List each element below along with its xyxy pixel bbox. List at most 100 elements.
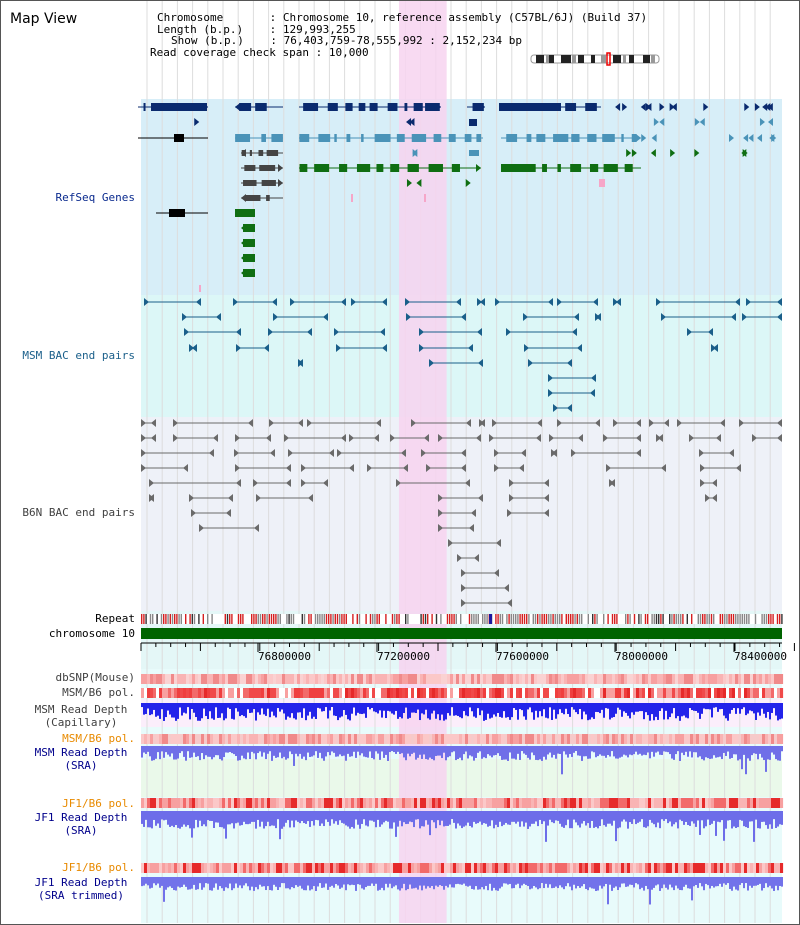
track-label-jf1-depth-sra[interactable]: JF1 Read Depth (SRA) xyxy=(21,811,141,837)
polymorphism-cell xyxy=(561,798,565,808)
read-depth-bar xyxy=(389,703,391,712)
read-depth-bar xyxy=(253,746,255,754)
repeat-element xyxy=(691,614,693,624)
read-depth-bar xyxy=(399,811,401,821)
read-depth-bar xyxy=(289,703,291,718)
read-depth-bar xyxy=(311,746,313,757)
polymorphism-cell xyxy=(297,863,301,873)
msm-bac-end xyxy=(323,313,328,321)
read-depth-bar xyxy=(659,877,661,891)
repeat-element xyxy=(523,614,526,624)
polymorphism-cell xyxy=(444,798,448,808)
read-depth-bar xyxy=(195,811,197,820)
msm-bac-end xyxy=(687,328,692,336)
polymorphism-cell xyxy=(540,734,544,744)
repeat-element xyxy=(651,614,653,624)
read-depth-bar xyxy=(317,877,319,887)
track-label-chromosome[interactable]: chromosome 10 xyxy=(48,627,135,640)
read-depth-bar xyxy=(713,811,715,821)
read-depth-bar xyxy=(767,877,769,888)
track-label-jf1-b6-pol-1[interactable]: JF1/B6 pol. xyxy=(62,797,135,810)
polymorphism-cell xyxy=(210,734,214,744)
polymorphism-cell xyxy=(147,798,151,808)
read-depth-bar xyxy=(309,746,311,757)
repeat-element xyxy=(141,614,143,624)
read-depth-bar xyxy=(689,703,691,709)
polymorphism-cell xyxy=(288,674,292,684)
polymorphism-cell xyxy=(267,674,271,684)
read-depth-bar xyxy=(705,703,707,710)
polymorphism-cell xyxy=(471,688,475,698)
read-depth-bar xyxy=(383,811,385,823)
read-depth-bar xyxy=(165,811,167,820)
read-depth-bar xyxy=(665,746,667,752)
polymorphism-cell xyxy=(498,674,502,684)
read-depth-bar xyxy=(187,877,189,890)
read-depth-bar xyxy=(373,703,375,712)
polymorphism-cell xyxy=(168,863,172,873)
polymorphism-cell xyxy=(537,734,541,744)
track-label-jf1-depth-trim[interactable]: JF1 Read Depth (SRA trimmed) xyxy=(21,876,141,902)
repeat-element xyxy=(719,614,721,624)
polymorphism-cell xyxy=(771,674,775,684)
polymorphism-cell xyxy=(435,798,439,808)
polymorphism-cell xyxy=(627,734,631,744)
b6n-bac-end xyxy=(323,479,328,487)
polymorphism-cell xyxy=(327,863,331,873)
read-depth-bar xyxy=(765,877,767,884)
msm-bac-end xyxy=(341,298,346,306)
track-label-msm-depth-cap[interactable]: MSM Read Depth (Capillary) xyxy=(21,703,141,729)
track-label-msm-bac[interactable]: MSM BAC end pairs xyxy=(22,349,135,362)
read-depth-bar xyxy=(591,811,593,821)
repeat-element xyxy=(627,614,629,624)
read-depth-bar xyxy=(173,811,175,828)
gene-exon xyxy=(314,164,330,172)
polymorphism-cell xyxy=(282,863,286,873)
read-depth-bar xyxy=(343,811,345,824)
read-depth-bar xyxy=(603,877,605,887)
read-depth-bar xyxy=(577,877,579,887)
polymorphism-cell xyxy=(747,674,751,684)
track-label-b6n-bac[interactable]: B6N BAC end pairs xyxy=(22,506,135,519)
polymorphism-cell xyxy=(300,798,304,808)
read-depth-bar xyxy=(395,811,397,837)
read-depth-bar xyxy=(463,746,465,755)
polymorphism-cell xyxy=(597,798,601,808)
read-depth-bar xyxy=(739,877,741,885)
track-label-msm-b6-pol-2[interactable]: MSM/B6 pol. xyxy=(62,732,135,745)
read-depth-bar xyxy=(169,703,171,715)
track-label-msm-depth-sra[interactable]: MSM Read Depth (SRA) xyxy=(21,746,141,772)
track-label-msm-b6-pol-1[interactable]: MSM/B6 pol. xyxy=(62,686,135,699)
read-depth-bar xyxy=(777,811,779,827)
polymorphism-cell xyxy=(501,863,505,873)
read-depth-bar xyxy=(329,877,331,887)
gene-exon xyxy=(339,164,348,172)
track-label-refseq[interactable]: RefSeq Genes xyxy=(55,191,135,204)
read-depth-bar xyxy=(579,811,581,828)
repeat-element xyxy=(431,614,433,624)
track-label-jf1-b6-pol-2[interactable]: JF1/B6 pol. xyxy=(62,861,135,874)
repeat-element xyxy=(310,614,312,624)
polymorphism-cell xyxy=(144,734,148,744)
read-depth-bar xyxy=(287,811,289,821)
gene-arrow xyxy=(728,134,734,142)
read-depth-bar xyxy=(557,703,559,715)
read-depth-bar xyxy=(293,877,295,889)
repeat-element xyxy=(396,614,398,624)
read-depth-bar xyxy=(493,746,495,756)
read-depth-bar xyxy=(743,746,745,755)
polymorphism-cell xyxy=(315,798,319,808)
read-depth-bar xyxy=(633,811,635,820)
track-label-dbsnp[interactable]: dbSNP(Mouse) xyxy=(55,671,135,684)
polymorphism-cell xyxy=(756,688,760,698)
polymorphism-cell xyxy=(420,798,424,808)
read-depth-bar xyxy=(587,811,589,824)
read-depth-bar xyxy=(391,877,393,889)
read-depth-bar xyxy=(723,703,725,716)
track-label-repeat[interactable]: Repeat xyxy=(95,612,135,625)
read-depth-bar xyxy=(619,811,621,828)
polymorphism-cell xyxy=(723,674,727,684)
polymorphism-cell xyxy=(330,688,334,698)
polymorphism-cell xyxy=(726,688,730,698)
